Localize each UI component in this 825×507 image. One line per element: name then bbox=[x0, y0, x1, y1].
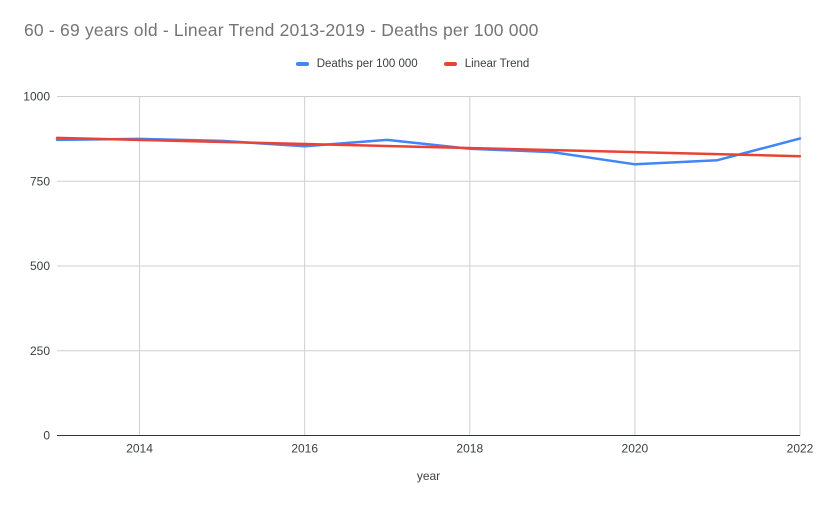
legend: Deaths per 100 000 Linear Trend bbox=[0, 58, 825, 70]
legend-item-deaths: Deaths per 100 000 bbox=[295, 58, 418, 70]
y-tick-label-1000: 1000 bbox=[23, 90, 50, 104]
legend-label-trend: Linear Trend bbox=[464, 58, 530, 70]
series-line-deaths-per-100000 bbox=[55, 137, 802, 166]
x-tick-label-2018: 2018 bbox=[456, 442, 483, 456]
legend-swatch-deaths-icon bbox=[295, 62, 309, 66]
y-tick-label-500: 500 bbox=[30, 259, 50, 273]
y-tick-label-0: 0 bbox=[43, 429, 50, 443]
y-tick-label-250: 250 bbox=[30, 344, 50, 358]
legend-item-trend: Linear Trend bbox=[443, 58, 530, 70]
x-tick-label-2020: 2020 bbox=[622, 442, 649, 456]
y-tick-label-750: 750 bbox=[30, 174, 50, 188]
x-tick-label-2016: 2016 bbox=[291, 442, 318, 456]
legend-label-deaths: Deaths per 100 000 bbox=[316, 58, 418, 70]
chart-title: 60 - 69 years old - Linear Trend 2013-20… bbox=[24, 20, 539, 40]
x-axis-title: year bbox=[416, 469, 441, 483]
legend-swatch-trend-icon bbox=[443, 62, 457, 66]
series-line-linear-trend bbox=[55, 136, 802, 158]
x-tick-label-2014: 2014 bbox=[126, 442, 153, 456]
x-tick-label-2022: 2022 bbox=[787, 442, 814, 456]
